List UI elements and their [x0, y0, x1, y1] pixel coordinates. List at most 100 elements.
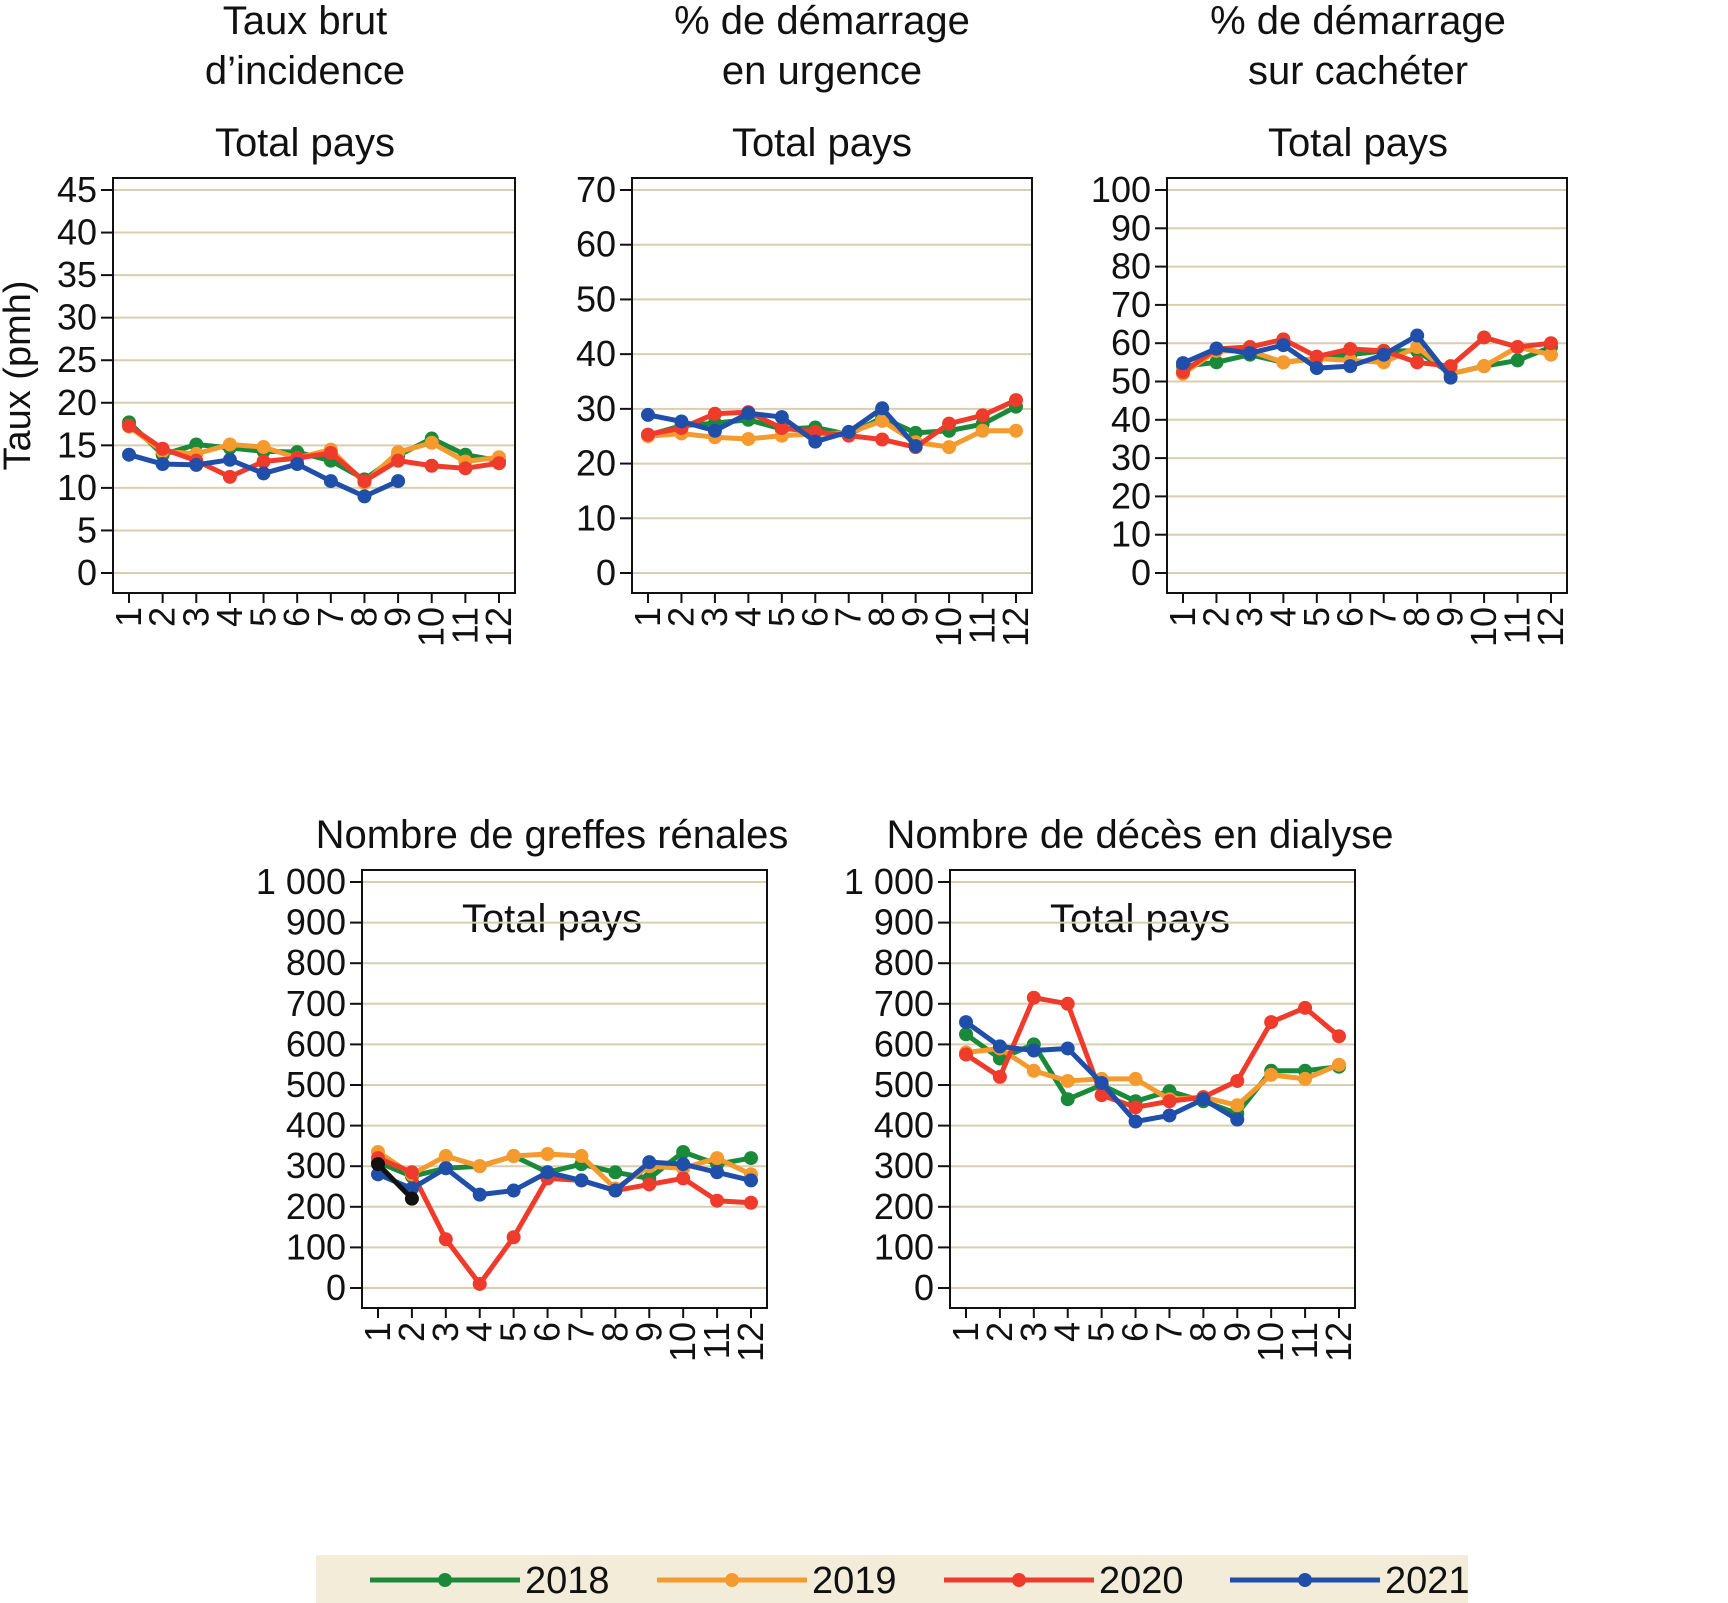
x-tick-label: 12	[1318, 1322, 1359, 1362]
data-point	[155, 457, 170, 472]
plot-frame	[631, 177, 1033, 594]
data-point	[1264, 1015, 1279, 1030]
legend-label: 2020	[1099, 1560, 1184, 1602]
x-tick-label: 3	[175, 607, 216, 627]
data-point	[472, 1276, 487, 1291]
chart-title-line: % de démarrage	[674, 0, 970, 43]
data-point	[642, 1177, 657, 1192]
y-tick-label: 25	[57, 339, 97, 380]
y-tick-label: 20	[1111, 475, 1151, 516]
y-tick-label: 100	[1091, 169, 1151, 210]
data-point	[189, 457, 204, 472]
x-tick-label: 6	[276, 607, 317, 627]
data-point	[741, 406, 756, 421]
data-point	[1544, 347, 1558, 362]
x-tick-label: 4	[209, 607, 250, 627]
data-point	[1209, 341, 1224, 356]
x-tick-label: 5	[493, 1322, 534, 1342]
data-point	[256, 466, 271, 481]
y-tick-label: 200	[874, 1186, 934, 1227]
data-point	[1060, 1092, 1075, 1107]
legend: 2018 2019 2020 2021	[316, 1555, 1470, 1603]
data-point	[774, 410, 789, 425]
x-tick-label: 7	[828, 607, 869, 627]
data-point	[1242, 346, 1257, 361]
data-point	[574, 1173, 589, 1188]
data-point	[1026, 990, 1041, 1005]
x-tick-label: 10	[411, 607, 452, 647]
x-tick-label: 8	[1396, 607, 1437, 627]
x-tick-label: 2	[1195, 607, 1236, 627]
plot-frame	[949, 869, 1356, 1309]
data-point	[1162, 1094, 1177, 1109]
data-point	[1376, 347, 1391, 362]
y-tick-label: 60	[1111, 322, 1151, 363]
x-tick-label: 1	[108, 607, 149, 627]
data-point	[1060, 1041, 1075, 1056]
y-tick-label: 40	[57, 212, 97, 253]
data-point	[841, 424, 856, 439]
x-tick-label: 11	[962, 607, 1003, 644]
x-tick-label: 4	[1262, 607, 1303, 627]
y-tick-label: 700	[874, 983, 934, 1024]
y-tick-label: 0	[77, 552, 97, 593]
data-point	[808, 434, 823, 449]
data-point	[1477, 330, 1492, 345]
data-point	[424, 458, 439, 473]
x-tick-label: 11	[1284, 1322, 1325, 1359]
series-line	[964, 1020, 1239, 1125]
y-tick-label: 1 000	[256, 861, 346, 902]
data-point	[1264, 1067, 1279, 1082]
y-tick-label: 45	[57, 169, 97, 210]
data-point	[942, 440, 957, 455]
x-tick-label: 3	[1013, 1322, 1054, 1342]
chart-panel-5: Nombre de décès en dialyse Total pays 0100…	[844, 813, 1394, 1362]
y-tick-label: 500	[874, 1064, 934, 1105]
data-point	[506, 1183, 521, 1198]
x-tick-label: 1	[627, 607, 668, 627]
data-point	[1196, 1092, 1211, 1107]
data-point	[155, 441, 170, 456]
x-tick-label: 1	[1162, 607, 1203, 627]
data-point	[1477, 359, 1492, 374]
plot-frame	[361, 869, 768, 1309]
data-point	[404, 1165, 419, 1180]
y-tick-label: 70	[576, 169, 616, 210]
y-tick-label: 1 000	[844, 861, 934, 902]
data-point	[959, 1015, 973, 1030]
data-point	[676, 1144, 691, 1159]
x-tick-label: 11	[444, 607, 485, 644]
x-tick-label: 2	[979, 1322, 1020, 1342]
x-tick-label: 5	[243, 607, 284, 627]
data-point	[1298, 1071, 1313, 1086]
x-tick-label: 2	[142, 607, 183, 627]
data-point	[975, 408, 990, 423]
data-point	[492, 456, 506, 471]
x-tick-label: 6	[1329, 607, 1370, 627]
data-point	[1009, 423, 1023, 438]
data-point	[1230, 1098, 1245, 1113]
data-point	[875, 432, 890, 447]
y-tick-label: 80	[1111, 246, 1151, 287]
data-point	[710, 1165, 725, 1180]
data-point	[357, 474, 372, 489]
y-tick-label: 100	[874, 1226, 934, 1267]
y-tick-label: 0	[326, 1267, 346, 1308]
x-tick-label: 5	[761, 607, 802, 627]
data-point	[574, 1149, 589, 1164]
data-point	[1209, 355, 1224, 370]
x-tick-label: 4	[459, 1322, 500, 1342]
chart-title-line: % de démarrage	[1210, 0, 1506, 43]
data-point	[1009, 393, 1023, 408]
data-point	[540, 1165, 555, 1180]
data-point	[1176, 356, 1190, 371]
x-tick-label: 7	[560, 1322, 601, 1342]
x-tick-label: 2	[660, 607, 701, 627]
x-tick-label: 2	[391, 1322, 432, 1342]
y-tick-label: 30	[57, 297, 97, 338]
data-point	[1094, 1088, 1109, 1103]
data-point	[1332, 1029, 1346, 1044]
x-tick-label: 4	[727, 607, 768, 627]
